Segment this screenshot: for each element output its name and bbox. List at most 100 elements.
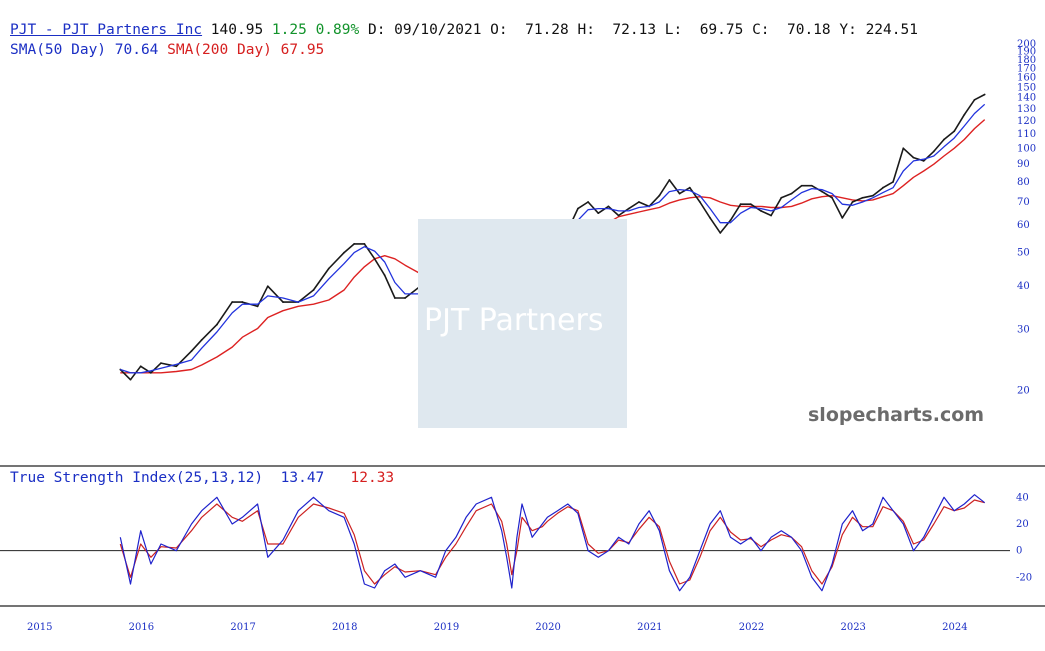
- price-point: [790, 192, 793, 195]
- price-point: [729, 219, 732, 222]
- price-point: [638, 201, 640, 203]
- price-point: [800, 184, 803, 187]
- price-y-tick-label: 20: [1017, 386, 1030, 397]
- price-point: [190, 350, 193, 352]
- price-point: [953, 130, 956, 133]
- price-point: [902, 147, 905, 150]
- price-point: [587, 201, 589, 203]
- tsi-signal-value: 12.33: [350, 470, 395, 486]
- price-point: [241, 301, 244, 303]
- price-point: [327, 267, 330, 270]
- price-y-tick-label: 200: [1017, 39, 1036, 50]
- x-tick-label: 2024: [942, 622, 967, 633]
- price-y-tick-label: 170: [1017, 63, 1036, 74]
- price-point: [963, 113, 966, 116]
- price-point: [139, 365, 142, 368]
- tsi-y-tick-label: 20: [1016, 519, 1029, 530]
- price-point: [256, 305, 259, 308]
- price-y-tick-label: 100: [1017, 143, 1036, 154]
- price-y-tick-label: 90: [1017, 159, 1030, 170]
- price-point: [668, 179, 671, 181]
- price-point: [882, 186, 884, 189]
- price-change: 1.25 0.89%: [271, 22, 360, 38]
- price-point: [780, 196, 783, 199]
- x-axis: 2015 2016 2017 2018 2019 2020 2021 2022 2023 2024: [27, 622, 968, 633]
- x-tick-label: 2015: [27, 622, 52, 633]
- x-tick-label: 2017: [230, 622, 255, 633]
- x-tick-label: 2018: [332, 622, 357, 633]
- x-tick-label: 2022: [739, 622, 764, 633]
- quote-header: PJT - PJT Partners Inc 140.95 1.25 0.89%…: [10, 22, 918, 38]
- price-point: [312, 289, 315, 291]
- sma-legend: SMA(50 Day) 70.64 SMA(200 Day) 67.95: [10, 42, 324, 58]
- price-y-tick-label: 140: [1017, 93, 1036, 104]
- price-point: [912, 156, 915, 159]
- price-point: [943, 138, 945, 141]
- price-point: [383, 274, 386, 277]
- price-point: [892, 181, 895, 183]
- price-point: [658, 194, 661, 197]
- price-point: [821, 190, 823, 193]
- price-point: [851, 201, 854, 203]
- price-point: [216, 323, 218, 326]
- price-y-tick-label: 50: [1017, 248, 1030, 259]
- price-point: [749, 203, 752, 206]
- tsi-y-tick-label: 40: [1016, 492, 1029, 503]
- sma50-label: SMA(50 Day) 70.64: [10, 42, 159, 58]
- price-point: [393, 297, 396, 299]
- price-point: [831, 196, 834, 199]
- price-point: [719, 232, 722, 234]
- sma200-label: SMA(200 Day) 67.95: [167, 42, 325, 58]
- price-point: [932, 150, 935, 153]
- price-point: [871, 194, 874, 197]
- price-point: [861, 196, 864, 199]
- brand-watermark: slopecharts.com: [808, 404, 985, 426]
- tsi-y-tick-label: 0: [1016, 546, 1022, 557]
- price-point: [983, 93, 986, 96]
- x-tick-label: 2016: [129, 622, 154, 633]
- tsi-pane: -20 0 20 40: [0, 492, 1032, 592]
- price-point: [760, 209, 762, 212]
- watermark-box: [418, 219, 627, 428]
- price-y-tick-label: 60: [1017, 220, 1030, 231]
- tsi-legend: True Strength Index(25,13,12) 13.47 12.3…: [10, 470, 394, 486]
- price-point: [231, 301, 234, 303]
- price-point: [709, 216, 712, 219]
- tsi-value: 13.47: [280, 470, 325, 486]
- x-tick-label: 2020: [535, 622, 560, 633]
- tsi-signal-line: [119, 499, 985, 585]
- price-y-tick-label: 110: [1017, 129, 1036, 140]
- price-point: [200, 339, 203, 341]
- price-point: [739, 203, 742, 206]
- tsi-label: True Strength Index(25,13,12): [10, 470, 264, 486]
- watermark-text: PJT Partners: [424, 303, 604, 338]
- price-point: [129, 378, 132, 381]
- price-y-tick-label: 70: [1017, 197, 1030, 208]
- price-point: [373, 257, 376, 260]
- tsi-line: [119, 494, 986, 592]
- ticker-link[interactable]: PJT - PJT Partners Inc: [10, 22, 203, 38]
- price-point: [770, 214, 773, 217]
- price-y-tick-label: 190: [1017, 47, 1036, 58]
- price-point: [404, 297, 406, 299]
- price-y-tick-label: 120: [1017, 116, 1036, 127]
- price-point: [699, 201, 701, 203]
- price-point: [810, 184, 813, 187]
- price-y-tick-label: 130: [1017, 104, 1036, 115]
- price-point: [973, 98, 976, 101]
- price-point: [597, 212, 600, 215]
- price-point: [617, 214, 620, 217]
- x-tick-label: 2023: [840, 622, 865, 633]
- price-point: [627, 207, 630, 210]
- price-y-tick-label: 160: [1017, 73, 1036, 84]
- price-point: [841, 216, 844, 219]
- price-point: [160, 362, 162, 365]
- price-point: [922, 159, 925, 162]
- price-point: [688, 186, 691, 189]
- price-point: [678, 192, 681, 195]
- price-point: [363, 242, 366, 245]
- price-y-tick-label: 40: [1017, 281, 1030, 292]
- price-point: [577, 207, 579, 210]
